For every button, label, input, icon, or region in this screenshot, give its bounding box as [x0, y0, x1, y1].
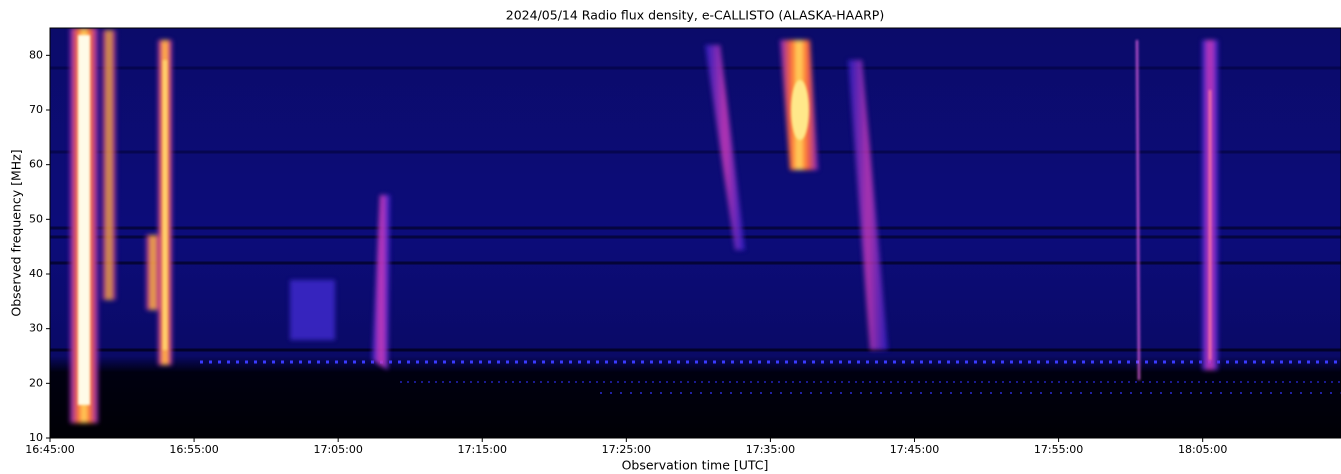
- x-tick-label: 17:25:00: [602, 443, 651, 456]
- chart-title: 2024/05/14 Radio flux density, e-CALLIST…: [506, 8, 884, 23]
- x-tick-label: 16:45:00: [25, 443, 74, 456]
- y-axis-label: Observed frequency [MHz]: [9, 149, 24, 316]
- chart: 2024/05/14 Radio flux density, e-CALLIST…: [0, 0, 1341, 474]
- x-tick-label: 17:15:00: [458, 443, 507, 456]
- spectrogram: [50, 28, 1341, 438]
- y-tick-label: 40: [29, 267, 43, 280]
- x-tick-label: 17:05:00: [313, 443, 362, 456]
- y-tick-label: 30: [29, 322, 43, 335]
- x-tick-label: 16:55:00: [169, 443, 218, 456]
- y-tick-label: 20: [29, 376, 43, 389]
- spectrogram-background: [50, 28, 1341, 438]
- x-tick-label: 17:55:00: [1034, 443, 1083, 456]
- y-tick-label: 70: [29, 103, 43, 116]
- y-tick-label: 10: [29, 431, 43, 444]
- y-tick-label: 80: [29, 48, 43, 61]
- x-tick-label: 17:35:00: [746, 443, 795, 456]
- y-tick-label: 60: [29, 158, 43, 171]
- y-tick-label: 50: [29, 212, 43, 225]
- x-tick-label: 17:45:00: [890, 443, 939, 456]
- x-tick-label: 18:05:00: [1178, 443, 1227, 456]
- x-axis-label: Observation time [UTC]: [622, 458, 769, 473]
